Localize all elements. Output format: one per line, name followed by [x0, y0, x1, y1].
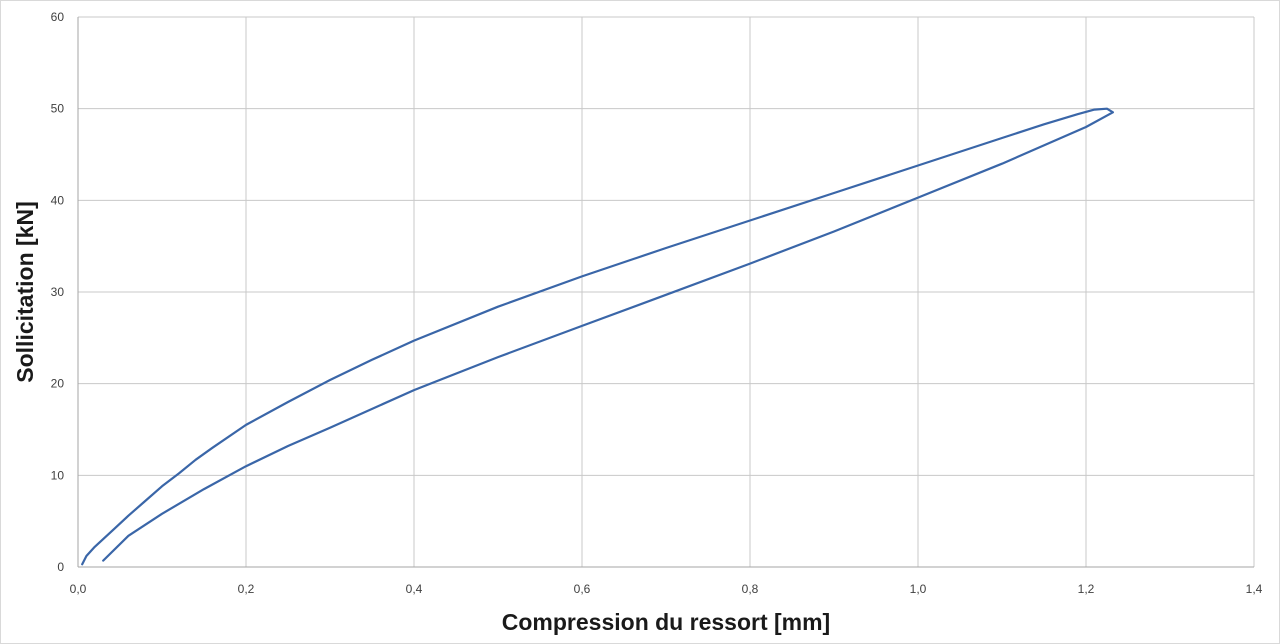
x-tick-label: 1,4 — [1246, 582, 1263, 596]
x-tick-label: 1,0 — [910, 582, 927, 596]
x-tick-label: 0,8 — [742, 582, 759, 596]
y-tick-label: 50 — [51, 102, 65, 116]
y-tick-label: 0 — [57, 560, 64, 574]
x-tick-label: 1,2 — [1078, 582, 1095, 596]
hysteresis-curve — [81, 107, 1115, 566]
y-axis-title: Sollicitation [kN] — [12, 201, 38, 382]
x-tick-label: 0,2 — [238, 582, 255, 596]
x-tick-label: 0,0 — [70, 582, 87, 596]
y-tick-label: 60 — [51, 10, 65, 24]
axes — [77, 17, 1254, 568]
y-tick-label: 40 — [51, 193, 65, 207]
gridlines — [78, 16, 1255, 567]
series-layer — [81, 107, 1115, 566]
y-tick-label: 20 — [51, 377, 65, 391]
y-tick-label: 30 — [51, 285, 65, 299]
tick-labels: 0,0 0,2 0,4 0,6 0,8 1,0 1,2 1,4 0 10 20 30 40 50 60 — [51, 10, 1263, 596]
y-tick-label: 10 — [51, 468, 65, 482]
x-tick-label: 0,4 — [406, 582, 423, 596]
x-tick-label: 0,6 — [574, 582, 591, 596]
x-axis-title: Compression du ressort [mm] — [502, 609, 830, 635]
